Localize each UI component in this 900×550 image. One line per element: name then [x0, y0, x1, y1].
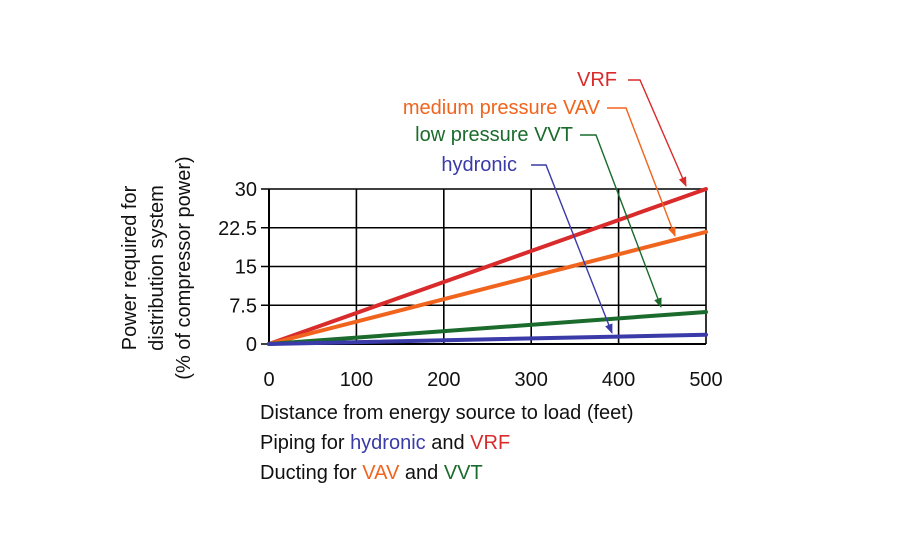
x-tick-label-100: 100: [340, 369, 373, 391]
callout-label-3: hydronic: [441, 154, 517, 176]
callout-leader-3: [531, 164, 613, 334]
series-line-0: [267, 187, 708, 346]
piping-caption: Piping for hydronic and VRF: [260, 432, 510, 455]
y-tick-label-22.5: 22.5: [218, 218, 257, 240]
y-tick-label-30: 30: [235, 179, 257, 201]
ducting-caption-prefix: Ducting for: [260, 462, 363, 484]
callout-label-2: low pressure VVT: [415, 124, 573, 146]
piping-caption-hydronic: hydronic: [350, 432, 426, 454]
y-axis-label-line-2: distribution system: [146, 185, 168, 351]
x-axis-label: Distance from energy source to load (fee…: [260, 402, 634, 425]
y-axis-label: Power required for distribution system (% …: [119, 156, 195, 379]
piping-caption-vrf: VRF: [470, 432, 511, 454]
tick-labels: 0 100 200 300 400 500 0 7.5 15 22.5 30: [218, 179, 723, 391]
series-line-1: [267, 229, 708, 346]
piping-caption-prefix: Piping for: [260, 432, 351, 454]
ducting-caption-vvt: VVT: [443, 462, 483, 484]
y-tick-label-7.5: 7.5: [229, 295, 257, 317]
y-axis-label-line-3: (% of compressor power): [173, 156, 195, 379]
x-tick-label-500: 500: [689, 369, 722, 391]
ducting-caption-and: and: [399, 462, 444, 484]
ducting-caption: Ducting for VAV and VVT: [260, 462, 483, 485]
callout-leader-1: [607, 107, 676, 237]
piping-caption-and: and: [425, 432, 471, 454]
series-callouts: VRF medium pressure VAV low pressure VVT hy…: [403, 69, 687, 334]
ducting-caption-vav: VAV: [362, 462, 400, 484]
series-line-3: [267, 332, 708, 346]
callout-leader-0: [628, 79, 687, 187]
series-line-2: [267, 309, 708, 346]
y-tick-label-15: 15: [235, 257, 257, 279]
y-axis-label-line-1: Power required for: [119, 185, 141, 350]
series-lines: [267, 187, 708, 346]
callout-label-1: medium pressure VAV: [403, 97, 601, 119]
x-tick-label-300: 300: [515, 369, 548, 391]
callout-leader-2: [580, 134, 662, 308]
x-tick-label-400: 400: [602, 369, 635, 391]
y-tick-label-0: 0: [246, 334, 257, 356]
x-tick-label-200: 200: [427, 369, 460, 391]
x-tick-label-0: 0: [263, 369, 274, 391]
callout-label-0: VRF: [577, 69, 617, 91]
x-axis-label-text: Distance from energy source to load (fee…: [260, 402, 634, 424]
